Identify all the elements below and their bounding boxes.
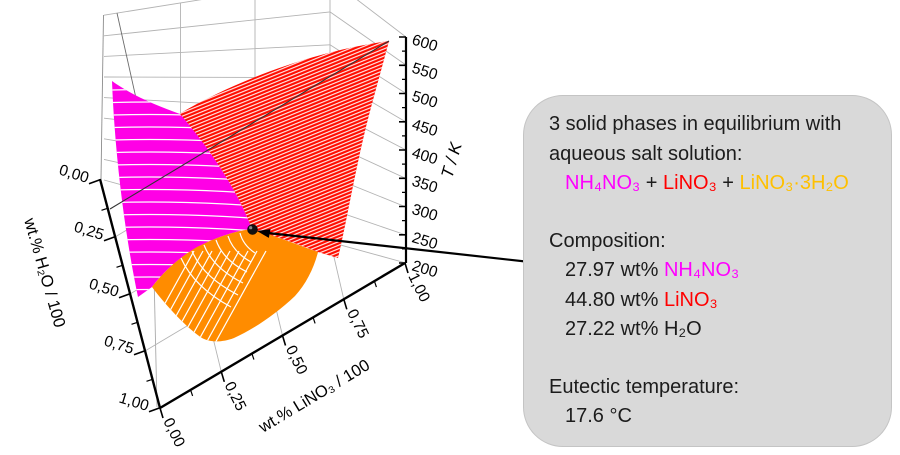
eutectic-value: 17.6 °C bbox=[565, 405, 632, 427]
phase-formula-nh4no3: NH₄NO₃ bbox=[565, 172, 641, 194]
composition-value-nh4no3: 27.97 wt% bbox=[565, 259, 664, 281]
spacer bbox=[549, 199, 871, 227]
composition-value-h2o: 27.22 wt% bbox=[565, 318, 664, 340]
h2o-tick-025: 0,25 bbox=[72, 219, 106, 244]
composition-row-nh4no3: 27.97 wt% NH₄NO₃ bbox=[549, 256, 871, 286]
t-tick-400: 400 bbox=[410, 145, 440, 169]
composition-formula-h2o: H₂O bbox=[663, 318, 702, 340]
t-tick-300: 300 bbox=[410, 201, 440, 225]
composition-formula-nh4no3: NH₄NO₃ bbox=[663, 259, 740, 281]
t-tick-350: 350 bbox=[410, 173, 440, 197]
h2o-tick-000: 0,00 bbox=[57, 162, 91, 187]
annotation-box: 3 solid phases in equilibrium with aqueo… bbox=[523, 95, 892, 447]
frame-diagonal-line bbox=[109, 40, 390, 210]
composition-heading: Composition: bbox=[549, 229, 666, 252]
t-tick-550: 550 bbox=[410, 60, 440, 84]
lino3-axis bbox=[159, 261, 409, 419]
surface-lino3-hatch bbox=[179, 41, 389, 258]
composition-row-h2o: 27.22 wt% H₂O bbox=[549, 315, 871, 345]
eutectic-heading: Eutectic temperature: bbox=[549, 375, 740, 398]
surface-lino3-trihydrate bbox=[152, 229, 318, 342]
t-tick-250: 250 bbox=[410, 229, 440, 253]
composition-row-lino3: 44.80 wt% LiNO₃ bbox=[549, 286, 871, 316]
phase-formula-line: NH₄NO₃ + LiNO₃ + LiNO₃·3H₂O bbox=[549, 169, 871, 199]
composition-value-lino3: 44.80 wt% bbox=[565, 288, 664, 311]
lino3-tick-025: 0,25 bbox=[221, 379, 250, 414]
lino3-tick-000: 0,00 bbox=[159, 415, 188, 450]
t-tick-200: 200 bbox=[410, 258, 440, 282]
lino3-tick-075: 0,75 bbox=[343, 307, 372, 342]
phase-formula-lino3: LiNO₃ bbox=[663, 172, 717, 194]
phase-formula-trihydrate: LiNO₃·3H₂O bbox=[739, 172, 849, 194]
annotation-heading-line2: aqueous salt solution: bbox=[549, 142, 743, 165]
liquidus-surfaces bbox=[112, 41, 389, 342]
lino3-axis-title: wt.% LiNO₃ / 100 bbox=[255, 356, 373, 437]
axes bbox=[88, 36, 409, 419]
h2o-tick-100: 1,00 bbox=[117, 390, 151, 415]
h2o-axis-title: wt.% H₂O / 100 bbox=[20, 215, 69, 329]
composition-formula-lino3: LiNO₃ bbox=[663, 288, 718, 311]
t-tick-600: 600 bbox=[410, 32, 440, 56]
t-axis-title: T / K bbox=[438, 140, 466, 180]
surface-trihydrate-contours bbox=[152, 232, 267, 342]
surface-nh4no3-contours bbox=[112, 81, 251, 297]
eutectic-point-marker bbox=[247, 224, 258, 235]
t-tick-500: 500 bbox=[410, 88, 440, 112]
annotation-arrow bbox=[257, 229, 531, 264]
t-axis bbox=[399, 36, 408, 264]
spacer bbox=[549, 345, 871, 373]
annotation-heading-line1: 3 solid phases in equilibrium with bbox=[549, 113, 842, 135]
h2o-tick-050: 0,50 bbox=[87, 276, 121, 301]
plus-separator-2: + bbox=[716, 172, 740, 194]
t-axis-tick-labels: 600 550 500 450 400 350 300 250 200 bbox=[410, 32, 440, 282]
h2o-tick-075: 0,75 bbox=[102, 333, 136, 358]
h2o-axis bbox=[88, 178, 162, 413]
t-tick-450: 450 bbox=[410, 116, 440, 140]
lino3-tick-050: 0,50 bbox=[282, 343, 311, 378]
plus-separator-1: + bbox=[640, 172, 663, 194]
